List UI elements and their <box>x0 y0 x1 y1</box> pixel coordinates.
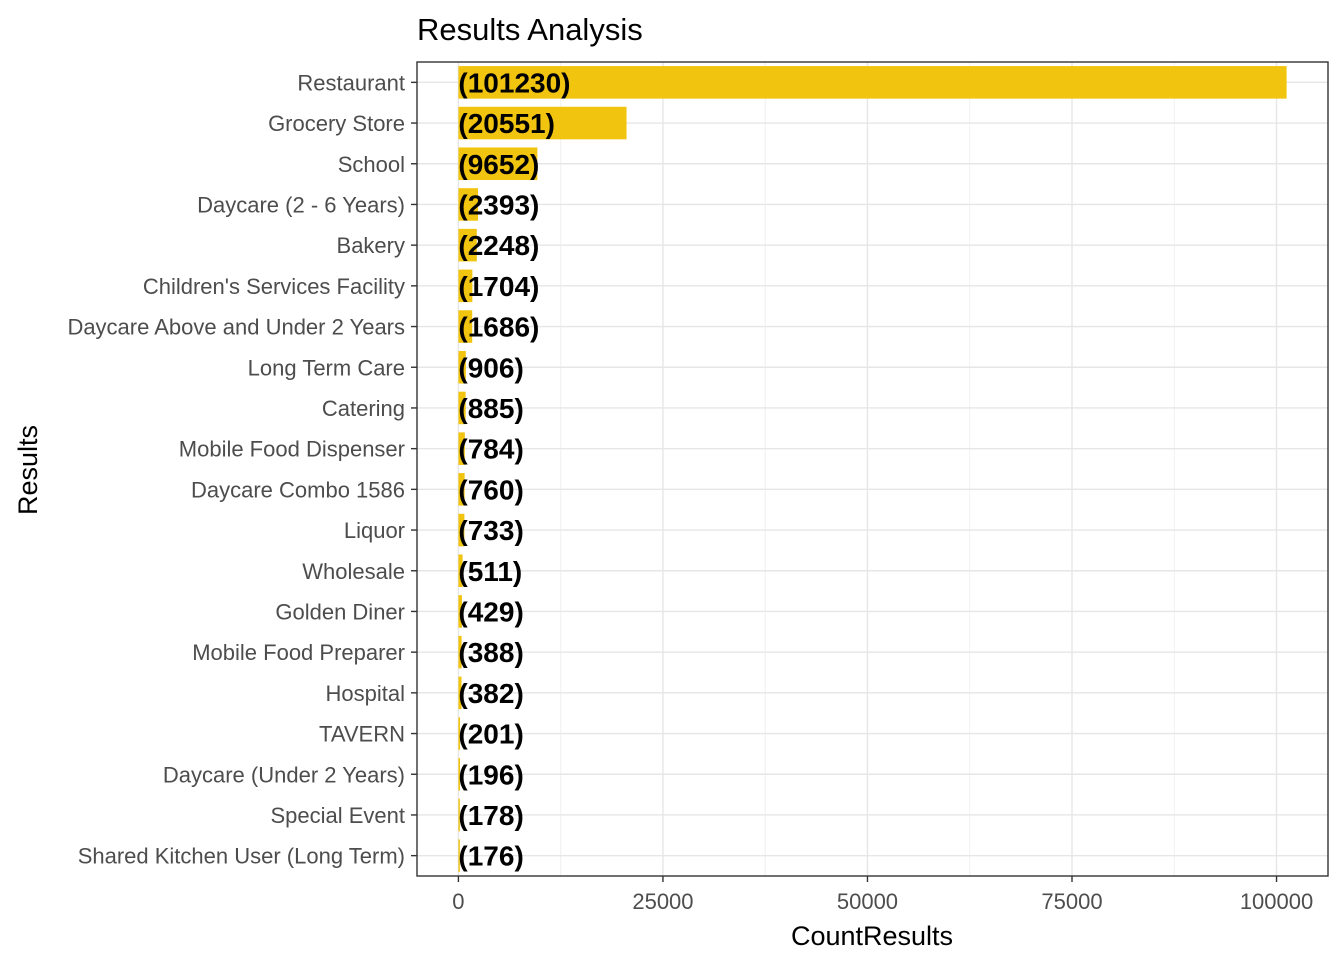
bar <box>458 676 462 710</box>
bar <box>458 350 466 384</box>
plot-border <box>416 61 1329 877</box>
data-label: (511) <box>458 556 522 587</box>
y-tick-label: Special Event <box>270 803 405 828</box>
bar <box>458 269 473 303</box>
x-tick-label: 0 <box>452 889 464 914</box>
bar <box>458 635 462 669</box>
y-tick-label: Shared Kitchen User (Long Term) <box>78 844 405 869</box>
y-tick-label: Wholesale <box>302 559 405 584</box>
bar <box>458 595 462 628</box>
data-label: (733) <box>458 515 523 546</box>
x-tick-label: 100000 <box>1240 889 1313 914</box>
data-label: (178) <box>458 800 523 831</box>
bar <box>458 554 463 588</box>
bar <box>458 147 538 181</box>
data-label: (2248) <box>458 230 539 261</box>
x-axis-title: CountResults <box>791 921 953 951</box>
x-tick-label: 25000 <box>632 889 693 914</box>
bar <box>458 839 460 872</box>
y-tick-label: Children's Services Facility <box>143 274 405 299</box>
data-label: (382) <box>458 678 523 709</box>
y-tick-label: Catering <box>322 396 405 421</box>
y-tick-label: Restaurant <box>297 70 405 95</box>
y-tick-label: Mobile Food Dispenser <box>179 437 405 462</box>
data-label: (2393) <box>458 189 539 220</box>
data-label: (176) <box>458 841 523 872</box>
x-tick-label: 75000 <box>1041 889 1102 914</box>
data-label: (101230) <box>458 67 570 98</box>
data-label: (201) <box>458 719 523 750</box>
data-label: (429) <box>458 596 523 627</box>
plot-area: (101230) (20551) (9652) (2393) (2248) (1704) (… <box>67 61 1329 914</box>
y-tick-label: Long Term Care <box>248 355 405 380</box>
bar <box>458 188 478 221</box>
bar <box>458 757 461 791</box>
data-label: (760) <box>458 474 523 505</box>
bar <box>458 310 473 343</box>
bar <box>458 106 627 140</box>
bar <box>458 798 460 832</box>
data-label: (196) <box>458 759 523 790</box>
data-label: (906) <box>458 352 523 383</box>
y-tick-label: Grocery Store <box>268 111 405 136</box>
x-tick-label: 50000 <box>837 889 898 914</box>
bar <box>458 432 465 465</box>
y-tick-label: Bakery <box>337 233 405 258</box>
data-label: (20551) <box>458 108 555 139</box>
data-label: (784) <box>458 434 523 465</box>
y-tick-label: Daycare Above and Under 2 Years <box>67 315 405 340</box>
y-axis-title: Results <box>13 425 43 515</box>
bar <box>458 717 461 750</box>
y-tick-label: School <box>338 152 405 177</box>
data-label: (1704) <box>458 271 539 302</box>
bar <box>458 66 1287 99</box>
y-tick-label: Daycare (Under 2 Years) <box>163 762 405 787</box>
bar <box>458 228 477 262</box>
data-label: (9652) <box>458 149 539 180</box>
y-tick-label: Daycare Combo 1586 <box>191 477 405 502</box>
bar <box>458 473 465 506</box>
bar <box>458 513 465 547</box>
data-label: (885) <box>458 393 523 424</box>
y-tick-label: Mobile Food Preparer <box>192 640 405 665</box>
bar <box>458 391 466 425</box>
y-tick-label: Hospital <box>326 681 405 706</box>
y-tick-label: Daycare (2 - 6 Years) <box>197 192 405 217</box>
y-tick-label: Golden Diner <box>275 599 405 624</box>
data-label: (388) <box>458 637 523 668</box>
y-tick-label: Liquor <box>344 518 405 543</box>
chart-title: Results Analysis <box>417 12 643 47</box>
y-tick-label: TAVERN <box>319 722 405 747</box>
data-label: (1686) <box>458 312 539 343</box>
